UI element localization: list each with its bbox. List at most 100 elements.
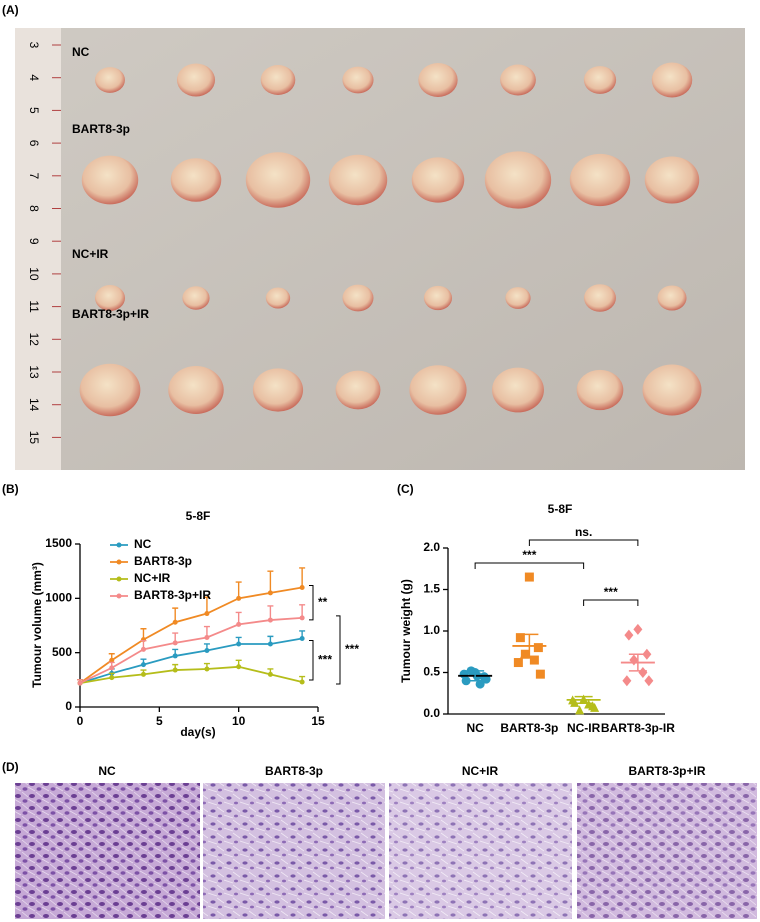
data-point: [524, 572, 534, 582]
series-line: [79, 665, 303, 684]
x-axis-label: day(s): [180, 725, 215, 739]
ruler-number: 4: [27, 74, 41, 81]
data-point: [299, 679, 305, 685]
legend-marker: [116, 576, 122, 582]
data-point: [633, 623, 643, 635]
data-point: [299, 584, 305, 590]
y-tick-label: 500: [52, 645, 72, 659]
tumour: [423, 285, 453, 311]
data-point: [299, 615, 305, 621]
error-bar: [267, 570, 274, 593]
series-line: [79, 637, 303, 684]
ruler-number: 7: [27, 172, 41, 179]
chart-title: 5-8F: [186, 509, 211, 523]
histology-image: [203, 783, 385, 919]
data-point: [140, 646, 146, 652]
data-point: [584, 699, 594, 709]
data-point: [204, 647, 210, 653]
tumour: [252, 368, 304, 412]
data-point: [267, 617, 273, 623]
sem-bar: [466, 670, 485, 682]
data-point: [590, 702, 600, 712]
tumour: [342, 284, 374, 312]
x-tick-label: BART8-3p: [500, 721, 558, 735]
x-tick-label: NC: [466, 721, 484, 735]
y-tick-label: 1.0: [423, 623, 440, 637]
data-point: [204, 634, 210, 640]
tumour: [168, 366, 224, 414]
ruler-number: 15: [27, 431, 41, 445]
legend-label: NC: [134, 537, 152, 551]
data-point: [622, 675, 632, 687]
error-bar: [235, 581, 242, 599]
data-point: [575, 705, 585, 715]
data-point: [638, 667, 648, 678]
y-tick-label: 1500: [45, 536, 72, 550]
y-tick-label: 1000: [45, 591, 72, 605]
tumour: [651, 62, 693, 98]
error-bar: [299, 567, 306, 588]
data-point: [204, 666, 210, 672]
data-point: [624, 629, 634, 641]
data-point: [172, 619, 178, 625]
ruler-number: 11: [27, 300, 41, 313]
y-tick-label: 0.0: [423, 706, 440, 720]
data-point: [267, 671, 273, 677]
tumour: [657, 285, 687, 311]
tumour: [642, 364, 702, 416]
significance-bracket: [336, 615, 341, 685]
y-tick-label: 1.5: [423, 582, 440, 596]
significance-bracket: [309, 584, 314, 621]
significance-label: ***: [522, 548, 536, 562]
y-axis-label: Tumour weight (g): [399, 579, 413, 683]
legend-marker: [116, 559, 122, 565]
legend-label: NC+IR: [134, 571, 171, 585]
tumour: [644, 156, 700, 204]
tumour: [260, 65, 296, 95]
significance-bracket: [309, 640, 314, 681]
data-point: [520, 649, 530, 659]
x-tick-label: 15: [311, 714, 325, 728]
series-line: [79, 586, 303, 684]
tumour: [94, 285, 126, 311]
data-point: [629, 654, 639, 666]
ruler-number: 6: [27, 140, 41, 147]
chart-title: 5-8F: [548, 502, 573, 516]
data-point: [529, 655, 539, 665]
histology-title: BART8-3p: [265, 764, 323, 778]
tumour: [569, 153, 631, 207]
data-point: [535, 669, 545, 679]
significance-label: **: [318, 595, 328, 609]
tumour: [576, 369, 624, 411]
data-point: [475, 679, 485, 689]
legend-marker: [116, 542, 122, 548]
group-label: NC+IR: [72, 247, 109, 261]
data-point: [236, 641, 242, 647]
legend-marker: [116, 593, 122, 599]
tumour: [79, 363, 141, 417]
data-point: [140, 662, 146, 668]
tumour: [492, 367, 544, 413]
tumour: [484, 151, 552, 209]
x-tick-label: NC-IR: [567, 721, 601, 735]
data-point: [515, 633, 525, 643]
tumour: [170, 158, 222, 202]
x-tick-label: 0: [77, 714, 84, 728]
histology-image: [389, 783, 572, 919]
histology-title: NC+IR: [462, 764, 499, 778]
histology-image: [577, 783, 757, 919]
tumour: [505, 287, 531, 309]
data-point: [140, 671, 146, 677]
data-point: [109, 665, 115, 671]
legend-label: BART8-3p: [134, 554, 192, 568]
data-point: [109, 657, 115, 663]
data-point: [204, 611, 210, 617]
significance-bracket: [474, 562, 585, 569]
tumour: [583, 66, 617, 94]
tumour: [328, 154, 388, 206]
y-tick-label: 0.5: [423, 665, 440, 679]
group-label: NC: [72, 45, 90, 59]
significance-label: ***: [318, 652, 332, 666]
data-point: [109, 675, 115, 681]
data-point: [513, 658, 523, 668]
